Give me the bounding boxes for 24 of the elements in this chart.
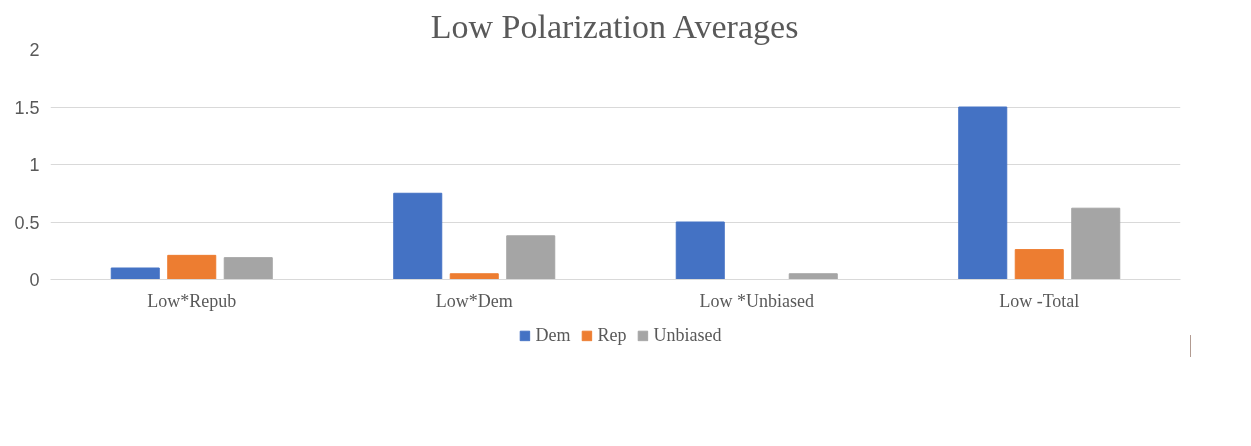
bar (788, 273, 838, 280)
legend-label: Rep (597, 324, 627, 346)
bar (167, 254, 217, 280)
legend-label: Dem (535, 324, 571, 346)
bar (506, 235, 556, 280)
y-tick-label: 2 (29, 40, 40, 60)
bar (675, 221, 725, 280)
bar (1071, 207, 1121, 280)
x-tick-label: Low*Repub (147, 290, 237, 311)
y-tick-label: 0.5 (14, 212, 40, 233)
chart-title: Low Polarization Averages (430, 7, 799, 45)
y-tick-label: 0 (29, 270, 40, 290)
bar (223, 257, 273, 280)
bar (110, 267, 160, 280)
x-tick-label: Low*Dem (435, 290, 513, 311)
x-tick-label: Low -Total (999, 290, 1080, 311)
bar (393, 192, 443, 280)
y-tick-label: 1 (29, 155, 40, 175)
bar (1014, 249, 1064, 280)
bar (958, 106, 1008, 280)
legend-label: Unbiased (653, 324, 722, 346)
bar (449, 273, 499, 280)
x-tick-label: Low *Unbiased (699, 290, 814, 311)
y-tick-label: 1.5 (14, 97, 40, 118)
